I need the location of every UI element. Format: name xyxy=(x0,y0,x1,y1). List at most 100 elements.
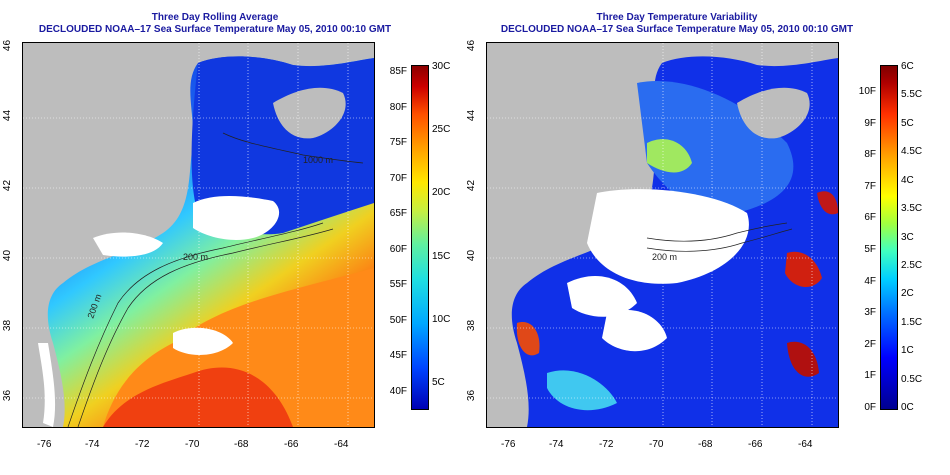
colorbar-label: 2.5C xyxy=(901,259,923,271)
sst-variability-map: 200 m xyxy=(486,42,839,428)
cloud-patch xyxy=(93,232,163,257)
colorbar-label: 4C xyxy=(901,174,914,186)
y-tick: 44 xyxy=(466,109,478,122)
sst-average-map-svg: 1000 m 200 m 200 m xyxy=(23,43,374,427)
y-tick: 42 xyxy=(466,179,478,192)
left-title-line1: Three Day Rolling Average xyxy=(151,12,279,23)
colorbar-label: 80F xyxy=(389,101,407,113)
colorbar-label: 5C xyxy=(432,377,445,388)
colorbar-label: 4F xyxy=(864,275,876,287)
y-tick: 38 xyxy=(2,319,14,332)
colorbar-label: 85F xyxy=(389,66,407,77)
nova-scotia-land xyxy=(737,87,810,139)
colorbar-label: 5C xyxy=(901,117,914,129)
colorbar-label: 8F xyxy=(864,149,876,161)
cloud-patch xyxy=(38,343,56,427)
right-map-title: Three Day Temperature Variability DECLOU… xyxy=(482,12,872,36)
nova-scotia-land xyxy=(273,87,346,139)
left-title-line2: DECLOUDED NOAA–17 Sea Surface Temperatur… xyxy=(38,24,392,35)
cloud-patch xyxy=(587,189,749,284)
y-tick: 40 xyxy=(466,249,478,262)
graticule xyxy=(487,43,838,427)
contour-label-200m: 200 m xyxy=(652,252,677,262)
colorbar-label: 70F xyxy=(389,172,407,184)
x-tick: -66 xyxy=(748,439,763,450)
colorbar-label: 0C xyxy=(901,402,914,413)
y-tick: 46 xyxy=(2,39,14,52)
colorbar-label: 2C xyxy=(901,288,914,300)
moderate-variability-patch xyxy=(547,370,617,411)
colorbar-label: 1.5C xyxy=(901,316,923,328)
y-tick: 36 xyxy=(2,389,14,402)
x-tick: -72 xyxy=(135,439,150,450)
colorbar-label: 4.5C xyxy=(901,146,923,158)
colorbar-label: 20C xyxy=(432,187,451,199)
y-tick: 38 xyxy=(466,319,478,332)
colorbar-label: 2F xyxy=(864,338,876,350)
x-tick: -74 xyxy=(549,439,564,450)
temperature-colorbar xyxy=(411,65,429,410)
contour-label-200m: 200 m xyxy=(183,252,208,262)
x-tick: -66 xyxy=(284,439,299,450)
colorbar-label: 0F xyxy=(864,402,876,413)
low-variability-region xyxy=(637,81,794,214)
y-tick: 36 xyxy=(466,389,478,402)
left-map-title: Three Day Rolling Average DECLOUDED NOAA… xyxy=(20,12,410,36)
colorbar-label: 65F xyxy=(389,208,407,220)
right-title-line2: DECLOUDED NOAA–17 Sea Surface Temperatur… xyxy=(500,24,854,35)
colorbar-label: 9F xyxy=(864,117,876,129)
moderate-variability-patch xyxy=(647,139,692,173)
bathymetry-contours xyxy=(646,222,793,252)
right-title-line1: Three Day Temperature Variability xyxy=(596,12,758,23)
x-tick: -64 xyxy=(798,439,813,450)
x-tick: -68 xyxy=(234,439,249,450)
x-tick: -70 xyxy=(649,439,664,450)
colorbar-label: 30C xyxy=(432,61,451,72)
high-variability-patch xyxy=(785,251,822,288)
colorbar-label: 40F xyxy=(389,386,407,397)
cloud-patch xyxy=(173,327,233,355)
colorbar-label: 3F xyxy=(864,307,876,319)
colorbar-label: 6F xyxy=(864,212,876,224)
colorbar-label: 3.5C xyxy=(901,203,923,215)
x-tick: -72 xyxy=(599,439,614,450)
colorbar-label: 15C xyxy=(432,250,451,262)
x-tick: -70 xyxy=(185,439,200,450)
colorbar-label: 0.5C xyxy=(901,373,923,385)
sst-average-map: 1000 m 200 m 200 m xyxy=(22,42,375,428)
colorbar-label: 60F xyxy=(389,243,407,255)
colorbar-label: 10F xyxy=(858,86,876,97)
graticule xyxy=(23,43,374,427)
gulf-stream-core xyxy=(103,367,293,427)
colorbar-label: 10C xyxy=(432,313,451,325)
cloud-patch xyxy=(193,196,280,240)
colorbar-label: 5.5C xyxy=(901,89,923,101)
high-variability-patch xyxy=(787,341,819,377)
high-variability-patch xyxy=(516,322,540,356)
cloud-patch xyxy=(602,309,667,352)
x-tick: -74 xyxy=(85,439,100,450)
cloud-patch xyxy=(567,275,637,317)
colorbar-label: 3C xyxy=(901,231,914,243)
x-tick: -76 xyxy=(501,439,516,450)
colorbar-label: 45F xyxy=(389,350,407,362)
contour-label-1000m: 1000 m xyxy=(303,155,333,165)
colorbar-label: 5F xyxy=(864,244,876,255)
y-tick: 42 xyxy=(2,179,14,192)
colorbar-label: 7F xyxy=(864,180,876,192)
colorbar-label: 50F xyxy=(389,314,407,326)
colorbar-label: 1F xyxy=(864,370,876,382)
colorbar-label: 1C xyxy=(901,345,914,357)
colorbar-label: 55F xyxy=(389,279,407,291)
colorbar-label: 25C xyxy=(432,124,451,136)
x-tick: -64 xyxy=(334,439,349,450)
sst-variability-map-svg: 200 m xyxy=(487,43,838,427)
colorbar-label: 6C xyxy=(901,61,914,72)
y-tick: 44 xyxy=(2,109,14,122)
bathymetry-contours xyxy=(67,132,364,427)
y-tick: 40 xyxy=(2,249,14,262)
high-variability-patch xyxy=(817,191,838,215)
x-tick: -68 xyxy=(698,439,713,450)
x-tick: -76 xyxy=(37,439,52,450)
variability-colorbar xyxy=(880,65,898,410)
